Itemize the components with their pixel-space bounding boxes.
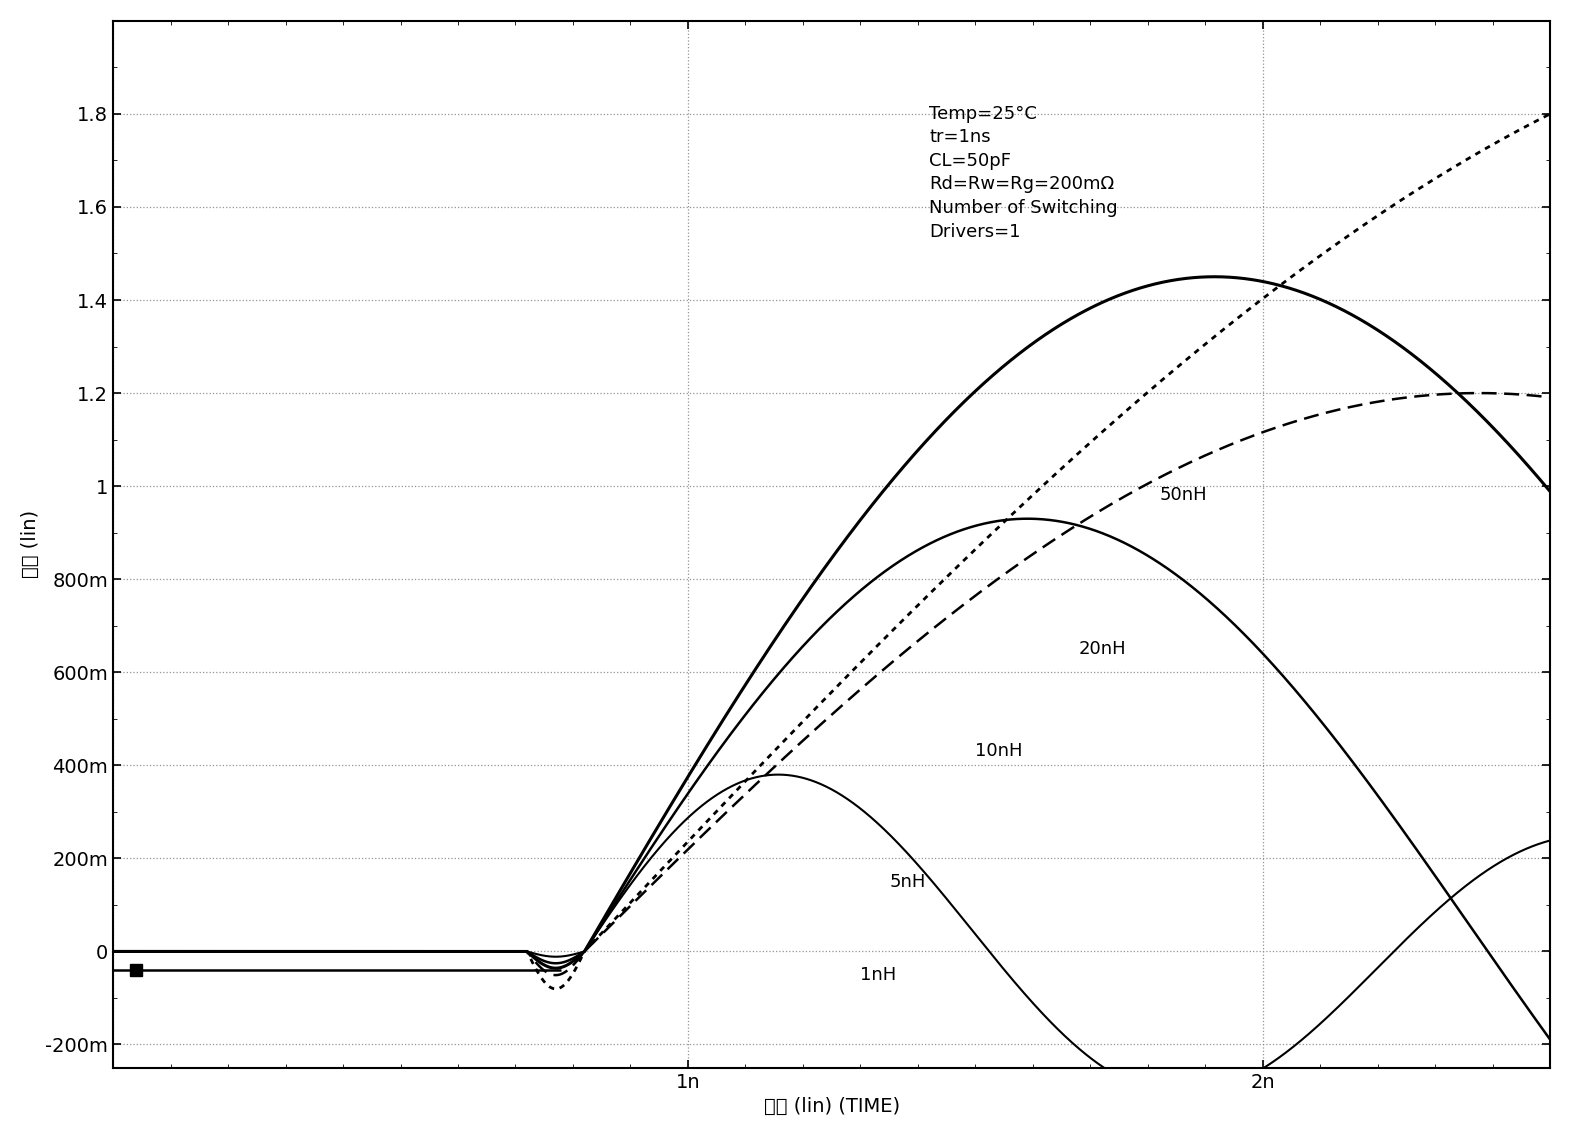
Text: Temp=25°C
tr=1ns
CL=50pF
Rd=Rw=Rg=200mΩ
Number of Switching
Drivers=1: Temp=25°C tr=1ns CL=50pF Rd=Rw=Rg=200mΩ … bbox=[930, 105, 1119, 241]
Text: 10nH: 10nH bbox=[976, 742, 1023, 761]
Text: 20nH: 20nH bbox=[1079, 640, 1126, 658]
X-axis label: 时间 (lin) (TIME): 时间 (lin) (TIME) bbox=[764, 1097, 900, 1117]
Text: 50nH: 50nH bbox=[1159, 487, 1207, 505]
Y-axis label: 电压 (lin): 电压 (lin) bbox=[20, 511, 39, 579]
Text: 5nH: 5nH bbox=[889, 872, 925, 890]
Text: 1nH: 1nH bbox=[861, 965, 897, 984]
